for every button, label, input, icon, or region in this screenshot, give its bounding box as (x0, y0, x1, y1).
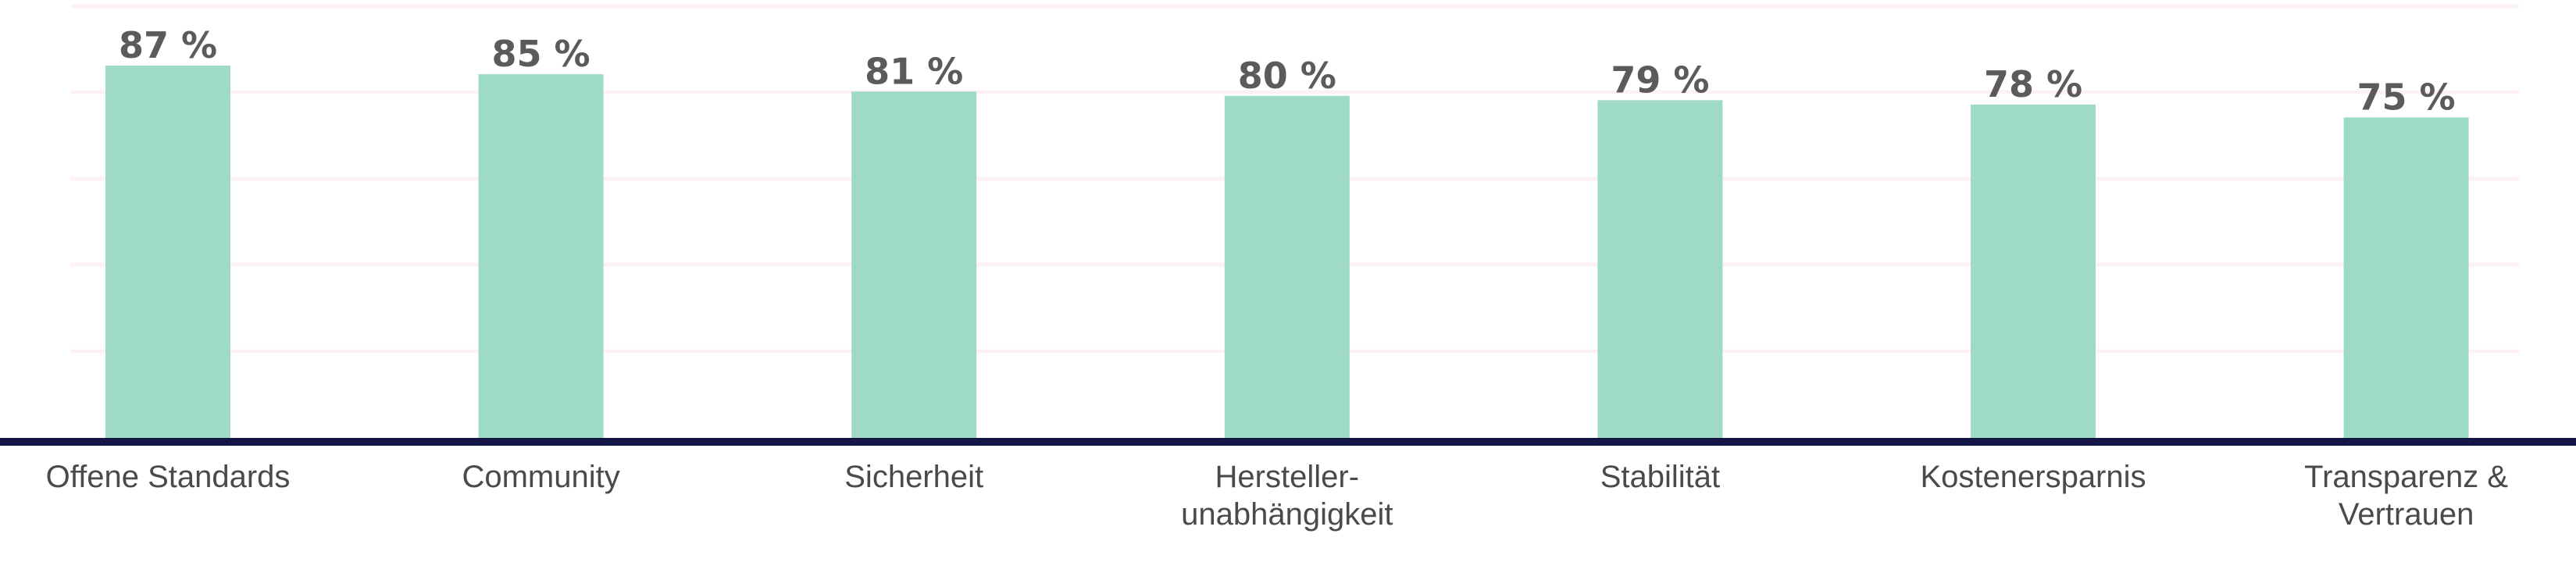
category-labels: Offene Standards Community Sicherheit Herst… (46, 460, 2509, 532)
bar-0 (105, 66, 230, 443)
value-label-0: 87 % (119, 24, 217, 66)
category-label-3: Hersteller-unabhängigkeit (1181, 460, 1393, 532)
value-label-5: 78 % (1984, 63, 2082, 105)
bar-1 (478, 74, 604, 442)
bar-2 (851, 91, 977, 442)
value-label-6: 75 % (2357, 76, 2456, 119)
value-label-2: 81 % (865, 50, 963, 92)
bar-6 (2343, 117, 2469, 442)
category-label-6: Transparenz & Vertrauen (2304, 460, 2508, 532)
category-label-2: Sicherheit (844, 460, 983, 494)
category-label-5: Kostenersparnis (1920, 460, 2146, 494)
bar-4 (1597, 100, 1723, 442)
category-label-1: Community (462, 460, 619, 494)
value-label-1: 85 % (492, 33, 590, 75)
bars (105, 66, 2469, 443)
bar-3 (1224, 95, 1350, 443)
value-label-4: 79 % (1611, 59, 1709, 101)
category-label-0: Offene Standards (46, 460, 291, 494)
category-label-4: Stabilität (1600, 460, 1720, 494)
value-labels: 87 % 85 % 81 % 80 % 79 % 78 % 75 % (119, 24, 2456, 118)
bar-5 (1971, 104, 2096, 442)
value-label-3: 80 % (1238, 55, 1336, 97)
